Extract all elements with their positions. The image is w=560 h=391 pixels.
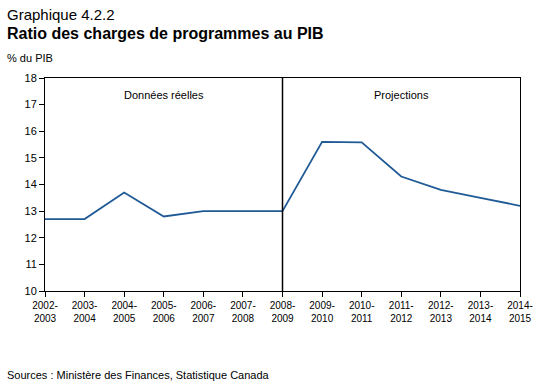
svg-text:17: 17 [25,98,37,110]
svg-text:Données réelles: Données réelles [124,89,204,101]
svg-text:2004-2005: 2004-2005 [111,300,137,324]
svg-text:% du PIB: % du PIB [7,52,53,64]
svg-text:2013-2014: 2013-2014 [468,300,494,324]
svg-text:2008-2009: 2008-2009 [270,300,296,324]
svg-text:18: 18 [25,72,37,84]
svg-text:2005-2006: 2005-2006 [151,300,177,324]
svg-text:2002-2003: 2002-2003 [32,300,58,324]
svg-text:2014-2015: 2014-2015 [507,300,533,324]
svg-text:2003-2004: 2003-2004 [72,300,98,324]
svg-text:2011-2012: 2011-2012 [389,300,414,324]
svg-text:13: 13 [25,205,37,217]
svg-text:16: 16 [25,125,37,137]
svg-text:2009-2010: 2009-2010 [309,300,335,324]
svg-text:Projections: Projections [374,89,429,101]
svg-text:14: 14 [25,178,37,190]
svg-text:2006-2007: 2006-2007 [191,300,217,324]
svg-text:12: 12 [25,232,37,244]
svg-text:2012-2013: 2012-2013 [428,300,454,324]
svg-text:Graphique 4.2.2: Graphique 4.2.2 [7,6,115,23]
svg-text:2010-2011: 2010-2011 [349,300,375,324]
svg-text:Ratio des charges de programme: Ratio des charges de programmes au PIB [7,25,324,42]
svg-text:2007-2008: 2007-2008 [230,300,256,324]
svg-text:Sources : Ministère des Financ: Sources : Ministère des Finances, Statis… [7,369,270,381]
svg-text:10: 10 [25,285,37,297]
svg-text:15: 15 [25,152,37,164]
svg-text:11: 11 [25,258,36,270]
